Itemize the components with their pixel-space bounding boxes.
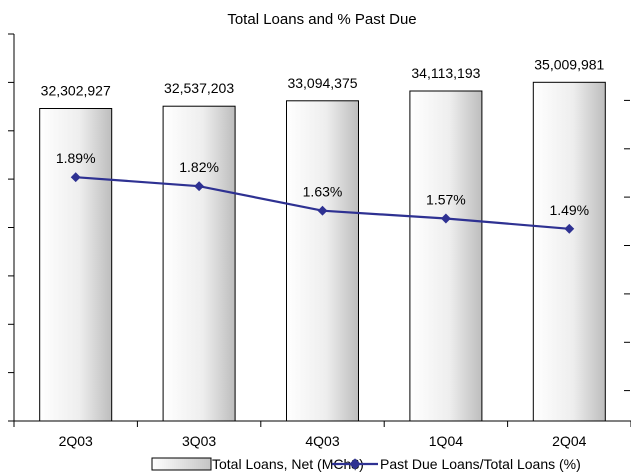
- bar-3Q03: [162, 105, 236, 422]
- line-value-label: 1.89%: [56, 150, 96, 166]
- line-value-label: 1.82%: [179, 159, 219, 175]
- legend: Total Loans, Net (MCh$) Past Due Loans/T…: [151, 456, 581, 472]
- x-tick-label: 1Q04: [429, 433, 463, 449]
- line-marker-1Q04: [440, 213, 451, 224]
- legend-item-bars: Total Loans, Net (MCh$): [151, 456, 364, 472]
- line-marker-2Q03: [70, 172, 81, 183]
- bar-value-label: 32,537,203: [164, 80, 234, 96]
- legend-line-label: Past Due Loans/Total Loans (%): [380, 456, 581, 472]
- legend-bar-swatch: [151, 457, 212, 471]
- x-tick-label: 4Q03: [305, 433, 339, 449]
- legend-item-line: Past Due Loans/Total Loans (%): [332, 456, 581, 472]
- bar-series: [39, 81, 606, 422]
- x-axis-labels: 2Q03 3Q03 4Q03 1Q04 2Q04: [59, 433, 587, 449]
- line-value-labels: 1.89% 1.82% 1.63% 1.57% 1.49%: [56, 150, 589, 218]
- left-axis-ticks: [8, 33, 14, 422]
- x-tick-label: 2Q04: [552, 433, 586, 449]
- line-value-label: 1.63%: [303, 184, 343, 200]
- right-axis-ticks: [624, 99, 630, 392]
- x-tick-label: 3Q03: [182, 433, 216, 449]
- line-value-label: 1.57%: [426, 192, 466, 208]
- bar-4Q03: [286, 100, 359, 422]
- bar-value-label: 33,094,375: [287, 75, 357, 91]
- line-marker-3Q03: [194, 181, 205, 192]
- legend-bar-label: Total Loans, Net (MCh$): [212, 456, 364, 472]
- line-value-label: 1.49%: [549, 202, 589, 218]
- bar-value-label: 32,302,927: [41, 83, 111, 99]
- bar-value-labels: 32,302,927 32,537,203 33,094,375 34,113,193…: [41, 56, 605, 98]
- bar-value-label: 34,113,193: [411, 65, 480, 81]
- bar-2Q04: [532, 81, 606, 422]
- line-marker-2Q04: [564, 223, 575, 234]
- x-axis-ticks: [13, 421, 631, 427]
- x-tick-label: 2Q03: [59, 433, 93, 449]
- line-series: [70, 172, 575, 234]
- bar-2Q03: [39, 108, 113, 422]
- bar-value-label: 35,009,981: [534, 56, 604, 72]
- bar-1Q04: [409, 90, 483, 422]
- legend-line-marker: [349, 458, 361, 470]
- chart-title: Total Loans and % Past Due: [227, 11, 416, 28]
- line-marker-4Q03: [317, 205, 328, 216]
